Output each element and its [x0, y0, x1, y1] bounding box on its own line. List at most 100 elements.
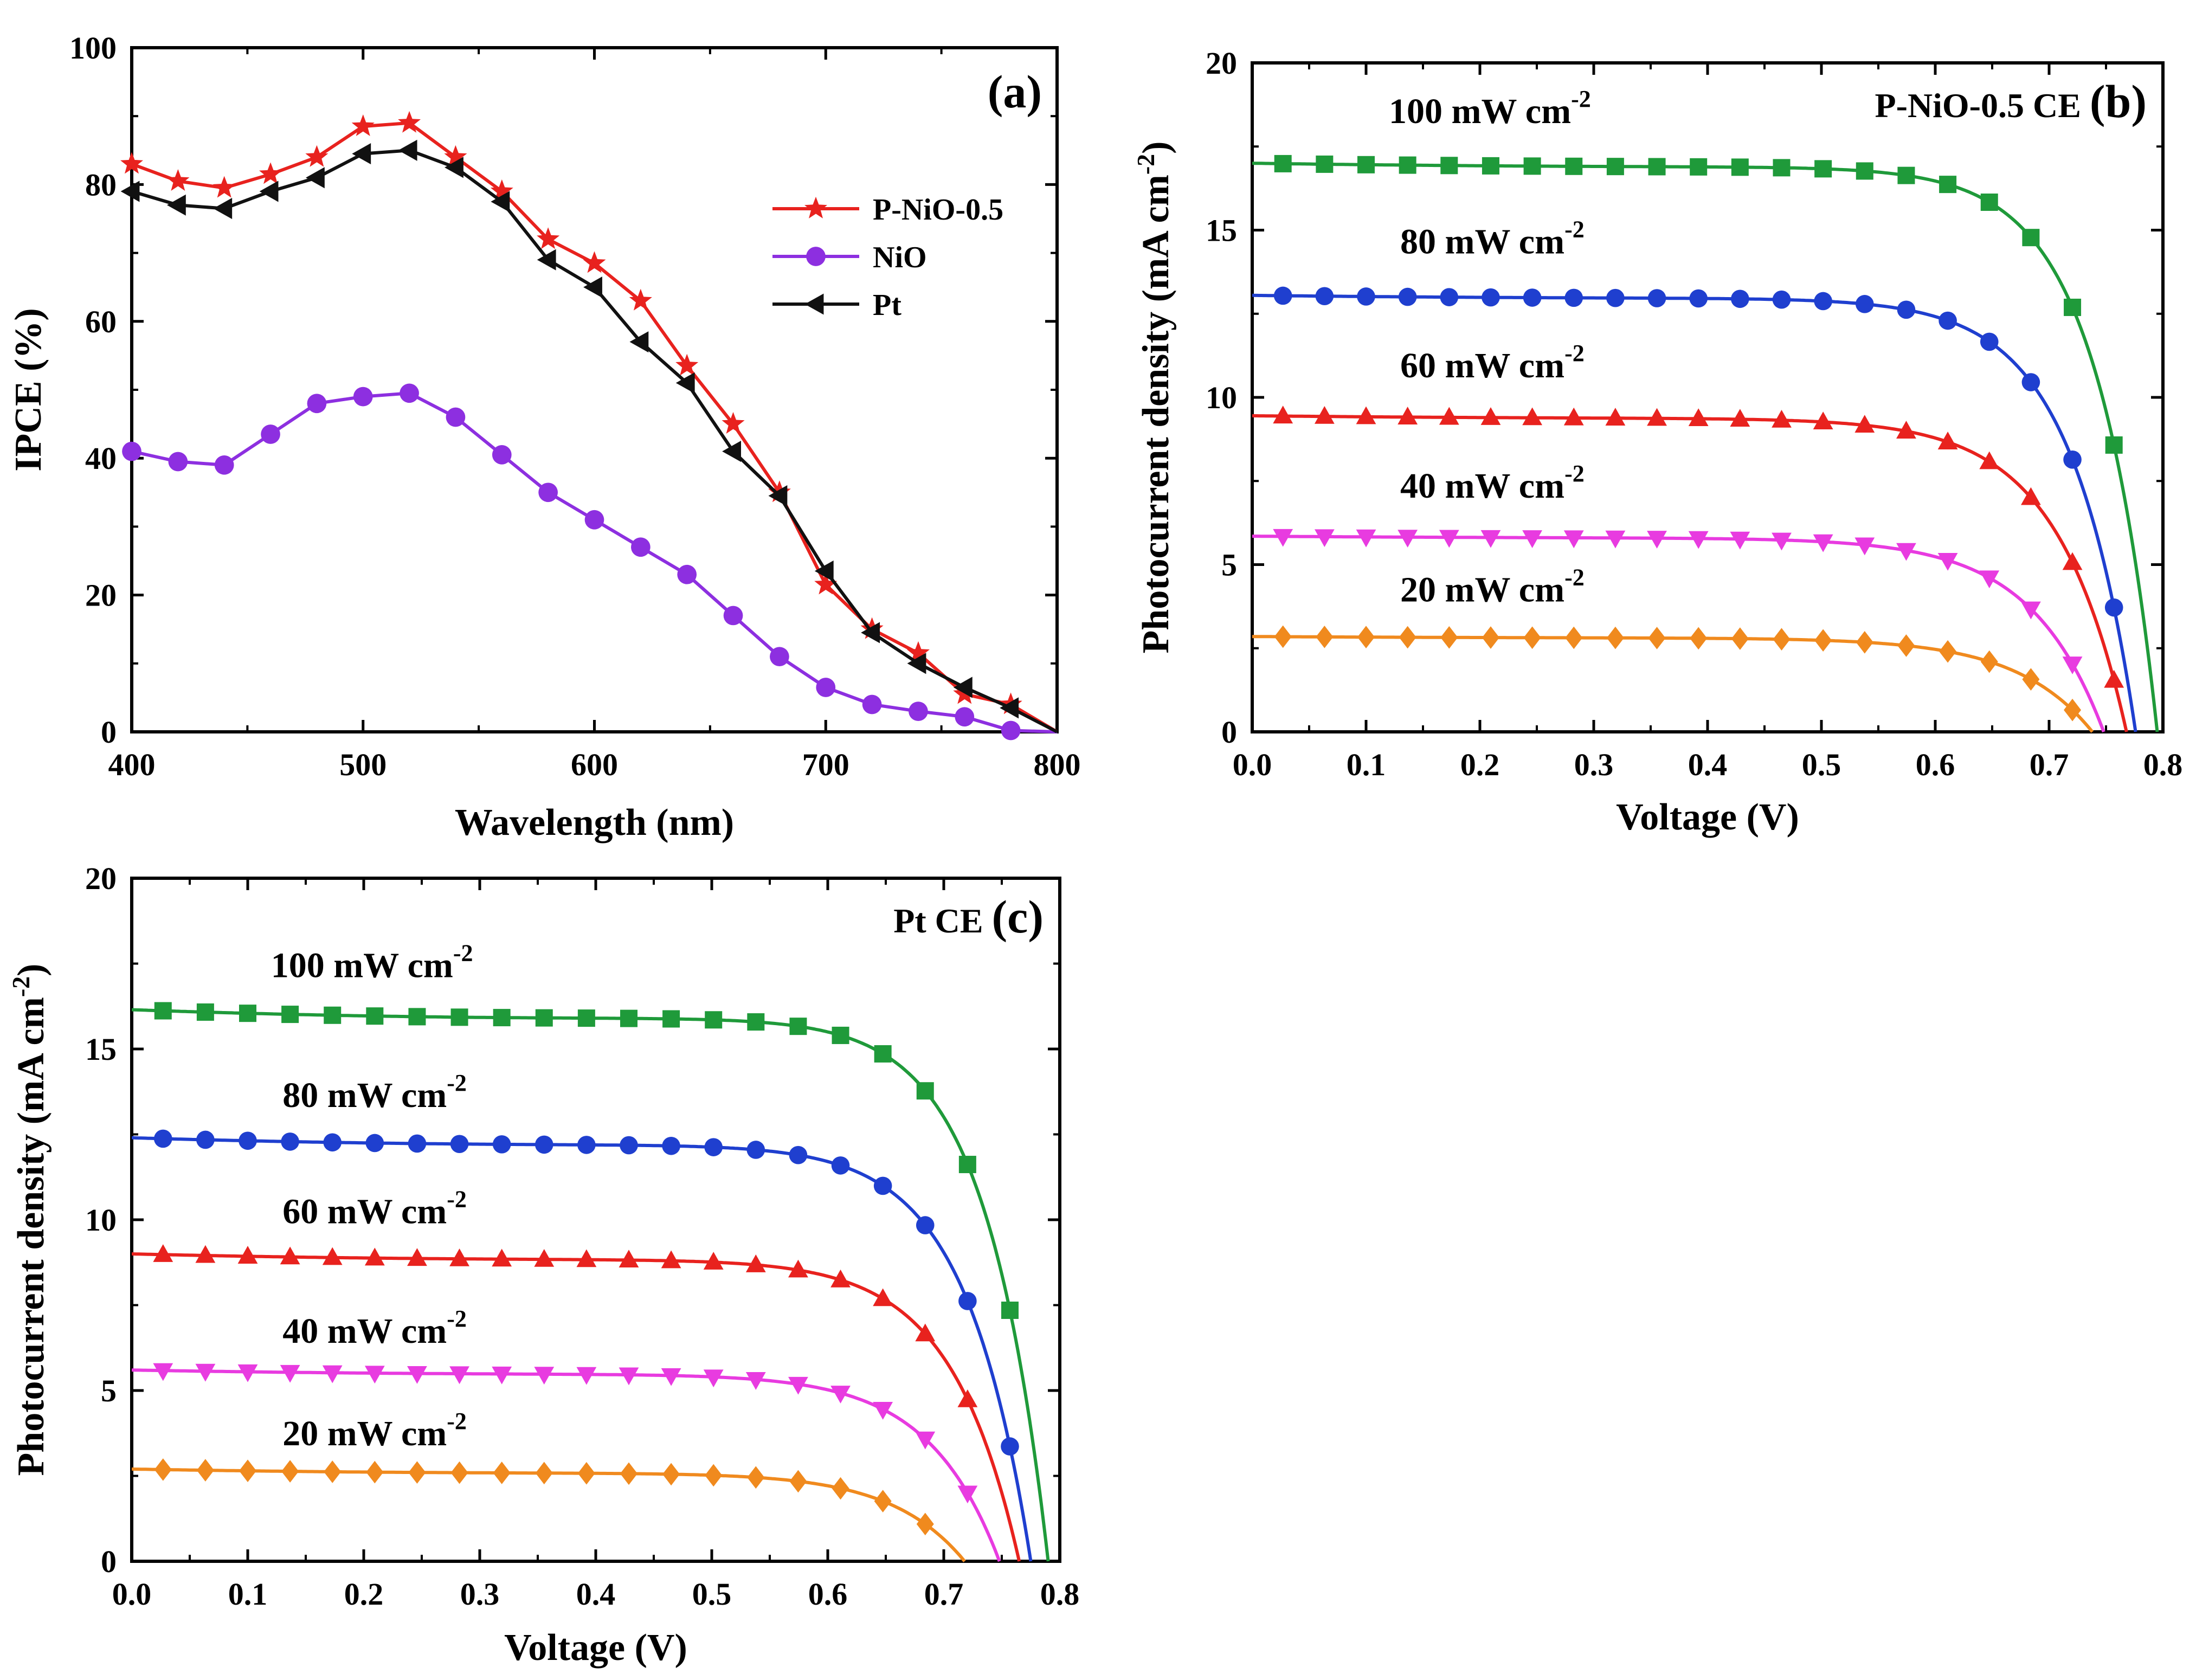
- data-point: [1564, 288, 1583, 307]
- data-point: [789, 1018, 807, 1035]
- data-point: [675, 372, 695, 394]
- series-40: [132, 1363, 1001, 1562]
- data-point: [281, 1132, 299, 1151]
- data-point: [661, 1250, 681, 1269]
- data-point: [2021, 487, 2041, 505]
- data-point: [704, 1138, 723, 1156]
- data-point: [661, 1368, 681, 1386]
- series-label-value: 40 mW cm: [1400, 466, 1564, 506]
- data-point: [1690, 158, 1708, 176]
- x-tick-label: 0.6: [808, 1576, 848, 1612]
- panel-title-text: Pt CE: [893, 902, 991, 940]
- series-line: [132, 1252, 1021, 1562]
- data-point: [745, 1372, 766, 1390]
- data-point: [1772, 532, 1792, 551]
- series-label: 40 mW cm-2: [1400, 460, 1585, 506]
- data-point: [535, 1009, 553, 1027]
- data-point: [154, 1002, 172, 1020]
- data-point: [449, 1366, 469, 1385]
- data-point: [1980, 332, 1999, 351]
- data-point: [909, 701, 928, 721]
- series-label-value: 100 mW cm: [271, 946, 453, 986]
- data-point: [1273, 529, 1293, 547]
- data-point: [534, 1135, 553, 1154]
- data-point: [261, 424, 280, 444]
- data-point: [703, 1252, 724, 1270]
- series-label: 20 mW cm-2: [1400, 564, 1585, 609]
- y-tick-label: 100: [69, 30, 117, 66]
- data-point: [770, 647, 789, 667]
- series-label-value: 100 mW cm: [1389, 92, 1571, 131]
- data-point: [1937, 432, 1958, 449]
- data-point: [400, 383, 419, 403]
- data-point: [1813, 411, 1833, 430]
- data-point: [953, 677, 973, 698]
- data-point: [629, 331, 649, 353]
- data-point: [1688, 531, 1709, 549]
- data-point: [1856, 162, 1873, 180]
- series-line: [1252, 162, 2159, 732]
- data-point: [745, 1254, 766, 1272]
- data-point: [1399, 626, 1416, 649]
- data-point: [907, 653, 926, 674]
- data-point: [768, 485, 788, 507]
- data-point: [584, 510, 604, 530]
- data-point: [662, 1010, 680, 1028]
- series-100: [1252, 155, 2159, 732]
- data-point: [2022, 229, 2040, 247]
- series-line: [1252, 535, 2105, 733]
- data-point: [259, 181, 279, 202]
- data-point: [122, 441, 141, 461]
- data-point: [1274, 155, 1292, 172]
- data-point: [631, 537, 651, 557]
- data-point: [322, 1365, 343, 1383]
- data-point: [351, 114, 375, 136]
- series-label: 60 mW cm-2: [1400, 340, 1585, 385]
- data-point: [1523, 288, 1542, 307]
- data-point: [324, 1460, 342, 1483]
- data-point: [1482, 157, 1499, 175]
- data-point: [212, 176, 236, 198]
- data-point: [958, 1292, 977, 1310]
- data-point: [1647, 531, 1667, 549]
- data-point: [832, 1026, 849, 1044]
- data-point: [1688, 408, 1709, 426]
- data-point: [1482, 626, 1499, 649]
- series-label-value: 80 mW cm: [282, 1076, 447, 1115]
- series-60: [132, 1244, 1021, 1562]
- data-point: [1274, 625, 1292, 648]
- x-tick-label: 0.5: [692, 1576, 732, 1612]
- data-point: [577, 1462, 595, 1485]
- data-point: [1980, 650, 1998, 673]
- data-point: [814, 560, 834, 582]
- x-tick-label: 0.6: [1916, 747, 1955, 782]
- data-point: [2105, 436, 2123, 454]
- data-point: [1897, 300, 1916, 319]
- data-point: [619, 1250, 639, 1268]
- data-point: [237, 1246, 258, 1264]
- data-point: [873, 1176, 892, 1195]
- series-label-sup: -2: [447, 1070, 467, 1096]
- y-axis-label-close: ): [10, 964, 52, 976]
- data-point: [450, 1461, 468, 1484]
- data-point: [214, 455, 234, 475]
- data-point: [408, 1461, 426, 1484]
- data-point: [154, 1458, 172, 1481]
- data-point: [1439, 407, 1459, 425]
- y-axis-label-main: Photocurrent density (mA cm: [10, 997, 52, 1476]
- data-point: [444, 145, 467, 167]
- data-point: [873, 1402, 893, 1420]
- panel-title: P-NiO-0.5 CE (b): [1875, 75, 2147, 127]
- data-point: [2022, 668, 2040, 691]
- data-point: [364, 1366, 385, 1384]
- data-point: [1979, 451, 2000, 469]
- x-tick-label: 0.1: [228, 1576, 268, 1612]
- plot-frame: [1251, 61, 2165, 733]
- x-tick-label: 0.4: [576, 1576, 616, 1612]
- data-point: [1730, 531, 1750, 550]
- data-point: [446, 407, 466, 427]
- data-point: [1731, 289, 1749, 308]
- data-point: [2062, 552, 2083, 570]
- data-point: [281, 1006, 299, 1024]
- data-point: [620, 1136, 638, 1155]
